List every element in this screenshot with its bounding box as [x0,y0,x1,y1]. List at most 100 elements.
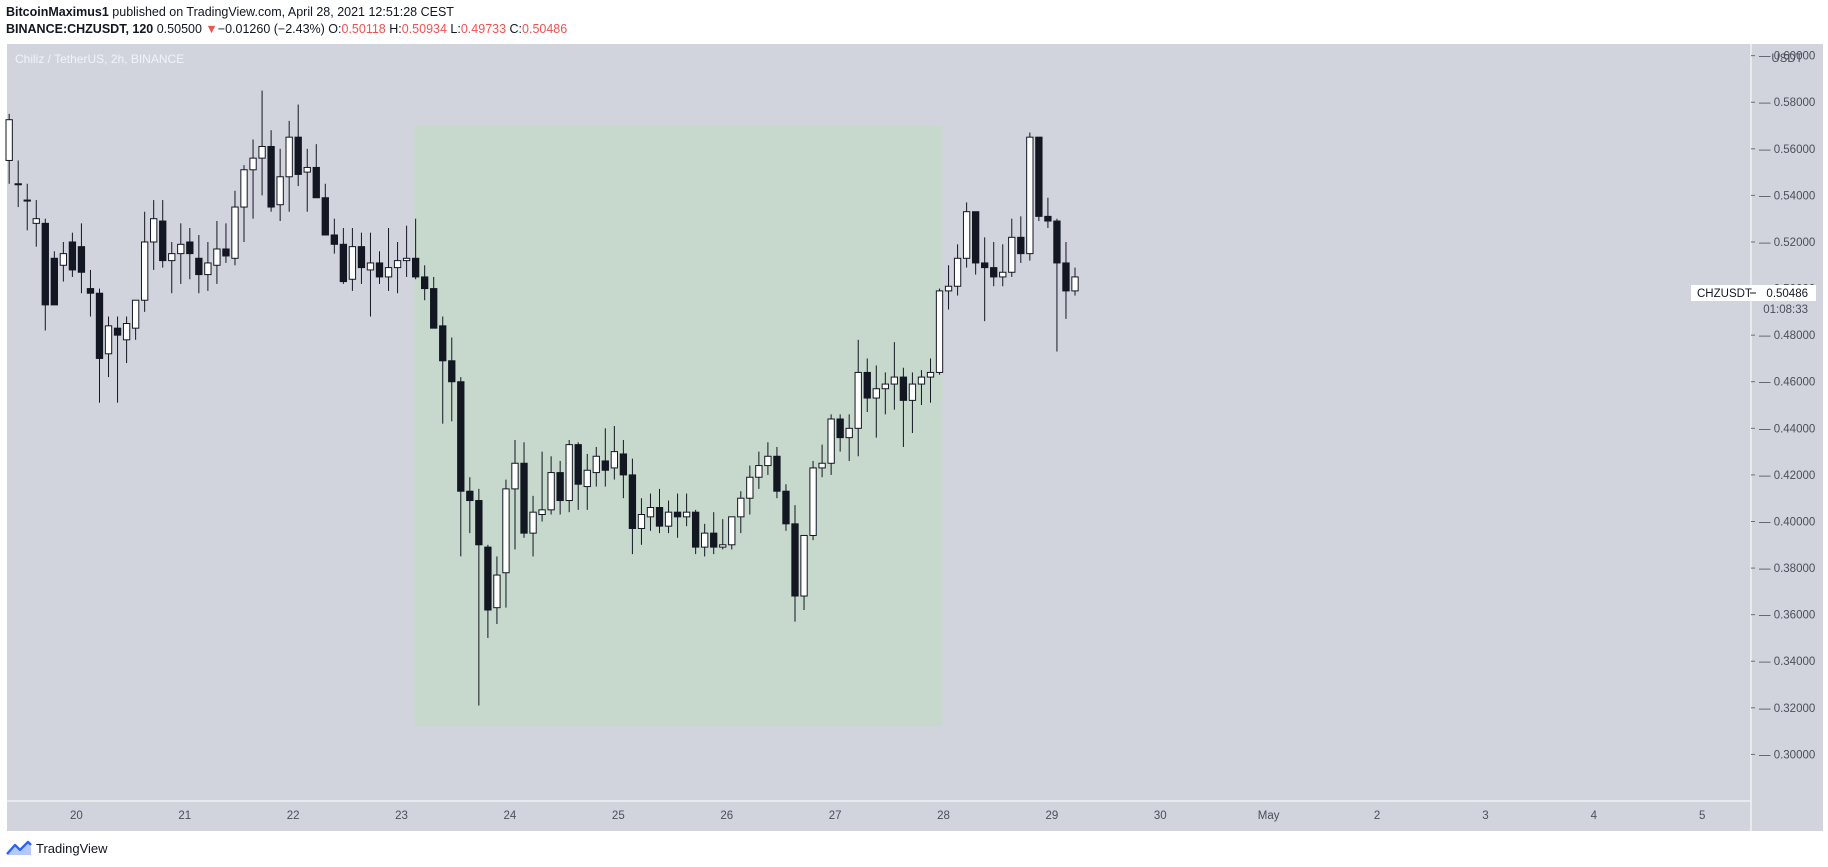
candle [267,130,275,212]
candle-body-down [484,546,492,611]
candle [348,228,357,291]
high-value: 0.50934 [401,22,447,36]
y-tick-label: — 0.46000 [1759,377,1815,389]
candle-body-down [448,360,456,383]
candle [448,337,456,422]
candle [691,509,700,555]
footer[interactable]: TradingView [6,840,108,856]
candle-body-down [655,507,664,527]
candle [330,218,339,254]
candle [935,288,944,375]
candle [746,465,754,515]
candle [899,367,908,447]
candle [502,479,510,608]
y-tick-label: — 0.42000 [1759,470,1815,482]
candle [818,444,826,478]
candle [204,241,212,291]
candle [710,512,718,555]
highlight-zone [414,125,943,727]
candle-body-down [50,257,58,306]
candle-body-down [899,376,908,401]
x-tick-label: 25 [612,810,625,822]
candle [484,544,492,638]
candle-body-down [321,197,329,236]
author-name[interactable]: BitcoinMaximus1 [6,5,109,19]
candle [908,372,917,433]
candle [836,414,844,452]
candle-body-down [375,262,384,278]
candle-body-up [150,218,158,243]
y-tick-label: — 0.36000 [1759,610,1815,622]
candle-body-up [827,418,835,464]
candle-body-up [384,267,393,278]
candle-body-up [908,383,917,401]
candle [701,523,709,557]
candle [583,453,591,510]
candle [411,218,420,280]
candle [628,458,637,555]
candle-body-down [159,220,167,262]
candle-body-up [1008,236,1016,273]
candle [990,241,998,287]
candle-body-down [439,325,447,362]
candle [737,491,745,534]
candle-body-up [935,290,944,373]
candle-body-up [701,532,709,548]
candle-body-down [1053,220,1061,264]
x-tick-label: 24 [504,810,517,822]
candle-body-up [502,488,510,574]
candle-body-up [140,241,149,301]
candle [1062,241,1070,319]
x-tick-label: 27 [829,810,842,822]
price-tag: CHZUSDT 0.50486 01:08:33 [1691,285,1816,316]
candle [402,225,411,277]
candle [520,442,528,538]
price-tag-value: 0.50486 [1766,288,1808,300]
candle [493,556,501,624]
candle-body-up [962,211,971,259]
candle [773,446,781,499]
candle [366,232,375,317]
candle-body-down [791,523,799,597]
candle [14,160,22,208]
candle [529,495,537,557]
price-axis[interactable]: — 0.60000 — 0.58000 — 0.56000 — 0.54000 — 0.… [1751,51,1815,762]
x-tick-label: 26 [720,810,733,822]
candle-body-down [1035,136,1043,217]
time-axis[interactable]: 20 21 22 23 24 25 26 27 28 29 30 May 2 3 4 5 [70,810,1705,822]
candle [104,316,113,378]
candle [475,488,483,706]
candle [953,244,962,296]
tradingview-logo-icon [6,840,32,855]
open-label: O: [328,22,342,36]
candle-body-down [411,257,420,278]
candle-body-down [981,262,989,269]
candle-body-up [682,511,691,518]
candle [113,316,122,403]
candle [375,251,384,284]
candle-body-up [872,388,880,399]
candle [827,414,835,475]
candle [574,442,582,510]
candle-body-down [836,418,844,439]
candle [213,221,221,284]
candle-body-up [511,462,519,490]
candle-body-down [782,490,790,525]
candle [971,211,980,275]
high-label: H: [389,22,402,36]
candle [800,534,808,611]
candle-body-down [863,371,871,399]
x-tick-label: 23 [395,810,408,822]
candle [122,316,131,364]
candle-body-up [547,472,555,511]
candle-body-up [610,451,619,469]
candle [294,104,302,187]
y-tick-label: — 0.54000 [1759,190,1815,202]
candle-body-up [881,383,889,390]
candle-body-up [764,455,772,467]
candle-body-down [95,292,104,359]
candle-body-down [41,222,49,306]
x-tick-label: May [1258,810,1280,822]
candle-body-down [971,211,980,264]
candle [881,372,889,415]
